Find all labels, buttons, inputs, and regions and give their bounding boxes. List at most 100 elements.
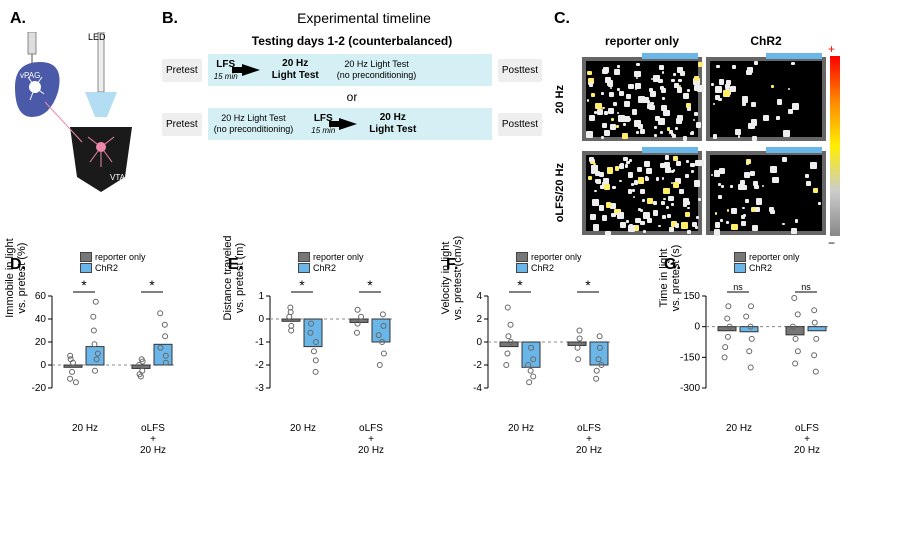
heatmap-chr2-olfs: [706, 151, 826, 235]
colorbar: [830, 56, 840, 236]
svg-text:-3: -3: [255, 383, 264, 394]
legend: reporter only ChR2: [516, 252, 582, 274]
svg-text:0: 0: [40, 360, 46, 371]
svg-text:ns: ns: [733, 282, 743, 292]
svg-text:-2: -2: [255, 360, 264, 371]
light-test-20hz-2: 20 HzLight Test: [369, 112, 416, 136]
panel-c: C. reporter only ChR2 20 Hz oLFS/20 Hz: [554, 10, 884, 238]
svg-text:0: 0: [694, 322, 700, 333]
svg-text:2: 2: [476, 314, 482, 325]
heatmap-reporter-20hz: [582, 57, 702, 141]
svg-text:150: 150: [683, 291, 700, 302]
seq-1: LFS15 min 20 HzLight Test 20 Hz Light Te…: [208, 54, 492, 86]
svg-text:-1: -1: [255, 337, 264, 348]
seq-2: 20 Hz Light Test(no preconditioning) LFS…: [208, 108, 492, 140]
svg-text:20: 20: [35, 337, 47, 348]
legend-chr2: ChR2: [749, 263, 772, 274]
vpag-label: vPAG: [20, 71, 40, 80]
svg-text:*: *: [517, 277, 523, 293]
chart-E: E. reporter only ChR2 Distance traveled …: [228, 256, 418, 456]
arrow-icon: [242, 64, 260, 76]
chart-D: D. reporter only ChR2 Immobile in light …: [10, 256, 200, 456]
svg-text:LED: LED: [88, 32, 106, 42]
light-test-20hz: 20 HzLight Test: [272, 58, 319, 82]
ylabel: Time in light vs. pretest (s): [658, 208, 682, 348]
legend-reporter: reporter only: [313, 252, 364, 263]
timeline-row-2: Pretest 20 Hz Light Test(no precondition…: [162, 108, 542, 140]
legend-reporter: reporter only: [531, 252, 582, 263]
panel-b-subtitle: Testing days 1-2 (counterbalanced): [162, 34, 542, 48]
ylabel: Distance traveled vs. pretest (m): [222, 208, 246, 348]
svg-text:-150: -150: [680, 352, 700, 363]
chart-svg: -3 -2 -1 0 1 * *: [228, 278, 398, 428]
svg-text:60: 60: [35, 291, 47, 302]
pretest-box: Pretest: [162, 59, 202, 82]
chart-G: G. reporter only ChR2 Time in light vs. …: [664, 256, 854, 456]
heatmap-reporter-olfs: [582, 151, 702, 235]
legend: reporter only ChR2: [80, 252, 146, 274]
c-col-chr2: ChR2: [706, 34, 826, 48]
legend: reporter only ChR2: [734, 252, 800, 274]
chart-F: F. reporter only ChR2 Velocity in light …: [446, 256, 636, 456]
bottom-row: D. reporter only ChR2 Immobile in light …: [10, 246, 884, 456]
legend: reporter only ChR2: [298, 252, 364, 274]
panel-a-label: A.: [10, 10, 150, 28]
panel-c-label: C.: [554, 10, 884, 28]
c-row-20hz: 20 Hz: [554, 85, 578, 114]
panel-a-diagram: DIO-ChR2 vPAG blue LED VTA: [10, 32, 140, 202]
svg-text:0: 0: [476, 337, 482, 348]
svg-text:*: *: [299, 277, 305, 293]
xlabel: 20 Hz: [714, 423, 764, 456]
svg-text:*: *: [149, 277, 155, 293]
xlabel: 20 Hz: [496, 423, 546, 456]
legend-chr2: ChR2: [95, 263, 118, 274]
c-col-reporter: reporter only: [582, 34, 702, 48]
xlabels: 20 Hz oLFS+20 Hz: [278, 423, 396, 456]
xlabel: 20 Hz: [278, 423, 328, 456]
svg-text:-300: -300: [680, 383, 700, 394]
svg-text:*: *: [367, 277, 373, 293]
ylabel: Immobile in light vs. pretest (%): [4, 208, 28, 348]
light-test-noprecond: 20 Hz Light Test(no preconditioning): [337, 59, 417, 81]
panel-b-label: B.: [162, 10, 178, 30]
svg-text:-20: -20: [32, 383, 47, 394]
svg-text:-4: -4: [473, 383, 482, 394]
chart-svg: -4 -2 0 2 4 * *: [446, 278, 616, 428]
xlabel: oLFS+20 Hz: [346, 423, 396, 456]
chart-svg: -20 0 20 40 60 * *: [10, 278, 180, 428]
chart-svg: -300 -150 0 150 ns ns: [664, 278, 834, 428]
arrow-icon-2: [339, 118, 357, 130]
ylabel: Velocity in light vs. pretest (cm/s): [440, 208, 464, 348]
legend-reporter: reporter only: [95, 252, 146, 263]
svg-text:0: 0: [258, 314, 264, 325]
panel-b-title: Experimental timeline: [186, 10, 542, 26]
c-row-olfs: oLFS/20 Hz: [554, 163, 578, 222]
vta-label: VTA: [110, 173, 126, 182]
heatmap-chr2-20hz: [706, 57, 826, 141]
svg-text:1: 1: [258, 291, 264, 302]
svg-text:ns: ns: [801, 282, 811, 292]
svg-text:*: *: [81, 277, 87, 293]
light-test-noprecond-2: 20 Hz Light Test(no preconditioning): [214, 113, 294, 135]
svg-text:*: *: [585, 277, 591, 293]
panel-b: B. Experimental timeline Testing days 1-…: [162, 10, 542, 144]
posttest-box-2: Posttest: [498, 113, 542, 136]
svg-text:-2: -2: [473, 360, 482, 371]
panel-a: A. DIO-ChR2 vPAG blue LED: [10, 10, 150, 207]
legend-chr2: ChR2: [531, 263, 554, 274]
xlabels: 20 Hz oLFS+20 Hz: [714, 423, 832, 456]
pretest-box-2: Pretest: [162, 113, 202, 136]
xlabel: oLFS+20 Hz: [564, 423, 614, 456]
legend-reporter: reporter only: [749, 252, 800, 263]
svg-text:40: 40: [35, 314, 47, 325]
xlabels: 20 Hz oLFS+20 Hz: [60, 423, 178, 456]
xlabel: 20 Hz: [60, 423, 110, 456]
posttest-box: Posttest: [498, 59, 542, 82]
xlabels: 20 Hz oLFS+20 Hz: [496, 423, 614, 456]
or-text: or: [162, 90, 542, 104]
svg-text:4: 4: [476, 291, 482, 302]
timeline-row-1: Pretest LFS15 min 20 HzLight Test 20 Hz …: [162, 54, 542, 86]
legend-chr2: ChR2: [313, 263, 336, 274]
xlabel: oLFS+20 Hz: [782, 423, 832, 456]
xlabel: oLFS+20 Hz: [128, 423, 178, 456]
